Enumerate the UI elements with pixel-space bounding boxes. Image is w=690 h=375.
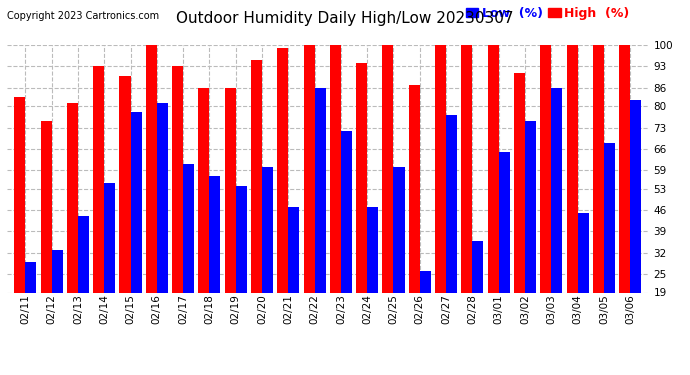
Bar [104,183,115,351]
Bar [566,45,578,351]
Bar [225,88,236,351]
Bar [540,45,551,351]
Bar [119,75,130,351]
Bar [198,88,209,351]
Bar [473,240,484,351]
Bar [341,130,352,351]
Bar [514,72,525,351]
Bar [67,103,78,351]
Bar [499,152,510,351]
Bar [277,48,288,351]
Bar [78,216,89,351]
Bar [630,100,641,351]
Bar [330,45,341,351]
Bar [288,207,299,351]
Bar [130,112,141,351]
Bar [262,167,273,351]
Text: Copyright 2023 Cartronics.com: Copyright 2023 Cartronics.com [7,11,159,21]
Bar [462,45,473,351]
Bar [183,164,194,351]
Bar [525,122,536,351]
Bar [52,250,63,351]
Text: Outdoor Humidity Daily High/Low 20230307: Outdoor Humidity Daily High/Low 20230307 [176,11,514,26]
Bar [393,167,404,351]
Bar [420,271,431,351]
Bar [593,45,604,351]
Bar [41,122,52,351]
Bar [619,45,630,351]
Bar [435,45,446,351]
Bar [578,213,589,351]
Bar [251,60,262,351]
Bar [367,207,378,351]
Bar [157,103,168,351]
Bar [146,45,157,351]
Bar [236,186,247,351]
Bar [14,97,26,351]
Bar [209,176,220,351]
Bar [304,45,315,351]
Bar [93,66,104,351]
Bar [26,262,37,351]
Bar [446,115,457,351]
Bar [551,88,562,351]
Bar [356,63,367,351]
Bar [408,85,420,351]
Bar [604,143,615,351]
Bar [382,45,393,351]
Legend: Low  (%), High  (%): Low (%), High (%) [466,7,629,20]
Bar [172,66,183,351]
Bar [315,88,326,351]
Bar [488,45,499,351]
